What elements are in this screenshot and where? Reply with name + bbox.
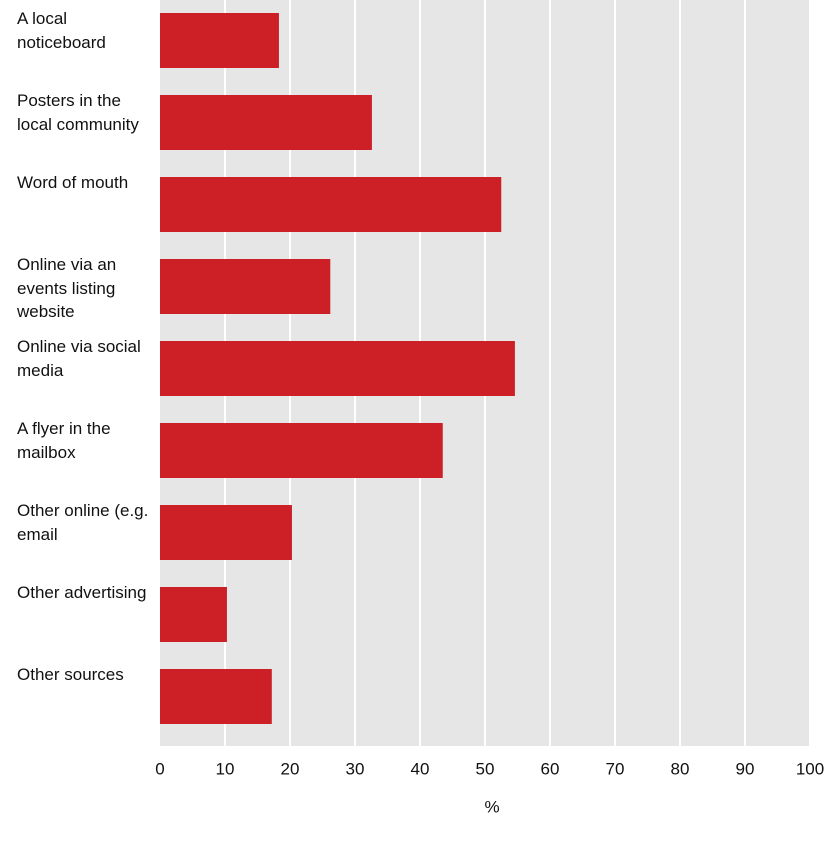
- category-label: Other advertising: [17, 583, 147, 602]
- bar: [160, 95, 372, 150]
- x-tick-label: 100: [796, 759, 824, 778]
- category-label: Other online (e.g. email: [17, 501, 149, 544]
- x-tick-label: 90: [736, 759, 755, 778]
- category-label: Word of mouth: [17, 173, 129, 192]
- bar: [160, 505, 292, 560]
- bar: [160, 13, 279, 68]
- x-tick-label: 80: [671, 759, 690, 778]
- category-label: Online via social media: [17, 337, 141, 380]
- x-tick-label: 10: [216, 759, 235, 778]
- bar: [160, 259, 331, 314]
- bar: [160, 341, 515, 396]
- bar: [160, 177, 502, 232]
- x-tick-label: 30: [346, 759, 365, 778]
- category-label: A local noticeboard: [17, 9, 106, 52]
- x-axis-label: %: [484, 797, 499, 816]
- x-tick-label: 0: [155, 759, 164, 778]
- x-tick-label: 70: [606, 759, 625, 778]
- x-tick-label: 40: [411, 759, 430, 778]
- x-tick-label: 20: [281, 759, 300, 778]
- x-tick-label: 50: [476, 759, 495, 778]
- x-tick-label: 60: [541, 759, 560, 778]
- category-label: Other sources: [17, 665, 124, 684]
- bar: [160, 669, 272, 724]
- category-label: Posters in the local community: [17, 91, 139, 134]
- bar: [160, 423, 443, 478]
- category-label: A flyer in the mailbox: [17, 419, 111, 462]
- bar: [160, 587, 227, 642]
- category-label: Online via an events listing website: [17, 255, 117, 321]
